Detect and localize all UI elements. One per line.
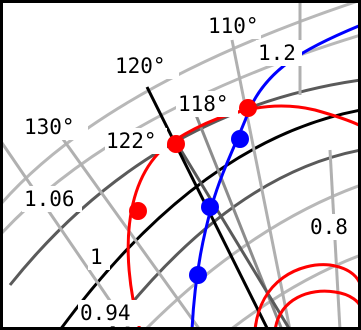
blue-point: [201, 198, 219, 216]
red-point-122: [167, 135, 185, 153]
grid-arc: [2, 2, 359, 206]
angle-label-120: 120°: [115, 54, 166, 78]
point-label-122: 122°: [106, 129, 157, 153]
red-point: [129, 202, 147, 220]
red-point-118: [239, 99, 257, 117]
blue-point: [189, 266, 207, 284]
grid-arc: [230, 254, 359, 328]
angle-label-130: 130°: [24, 115, 75, 139]
red-small-circle-inner: [273, 289, 359, 328]
blue-point: [231, 130, 249, 148]
red-small-circle: [253, 263, 359, 328]
grid-ray-118: [174, 141, 291, 328]
radius-label-1: 1: [90, 245, 103, 269]
point-label-118: 118°: [178, 92, 229, 116]
radius-label-1.2: 1.2: [258, 41, 296, 65]
angle-label-110: 110°: [208, 14, 259, 38]
radius-label-0.8: 0.8: [310, 215, 348, 239]
radius-label-0.94: 0.94: [80, 301, 131, 325]
red-circle-curve: [126, 104, 359, 328]
grid-ray: [2, 140, 131, 328]
radius-label-1.06: 1.06: [24, 187, 75, 211]
